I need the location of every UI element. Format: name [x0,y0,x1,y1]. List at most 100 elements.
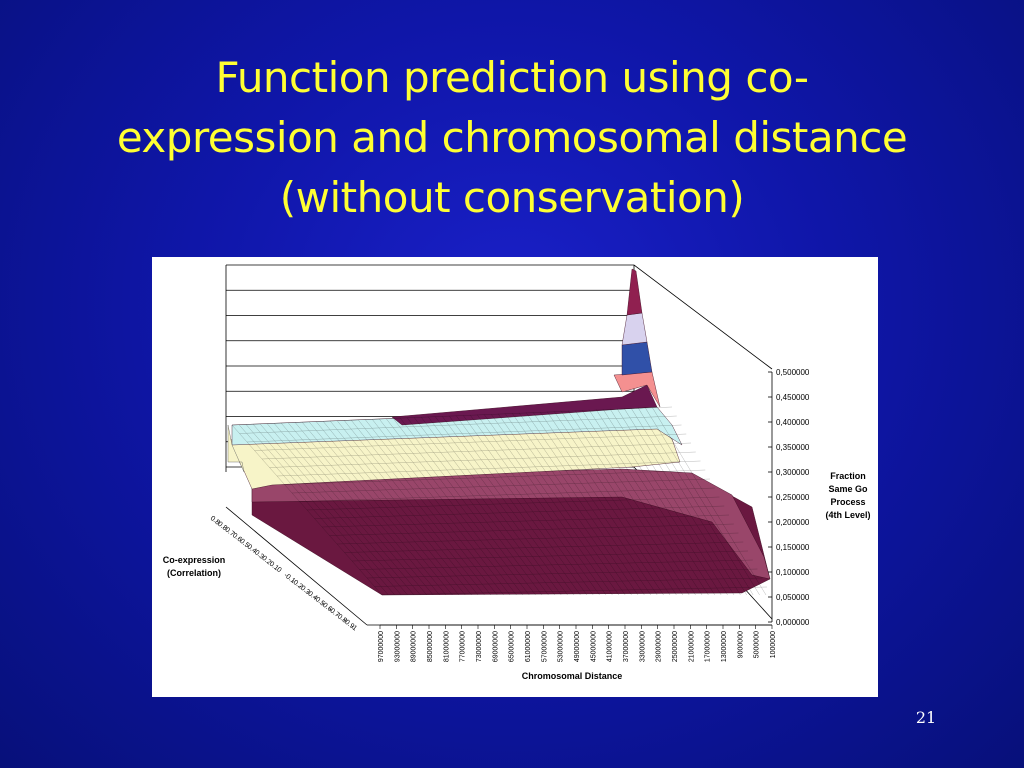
surface-mesh-line [546,411,671,596]
x-tick-label: 49000000 [574,631,581,662]
x-axis-title: Chromosomal Distance [522,671,623,681]
x-tick-label: 69000000 [492,631,499,662]
z-tick-label: 0,450000 [776,393,810,402]
surface-mesh-line [381,586,768,596]
x-tick-label: 65000000 [509,631,516,662]
surface-mesh-line [276,460,701,477]
x-tick-label: 85000000 [427,631,434,662]
surface-mesh-line [420,416,555,596]
z-tick-label: 0,250000 [776,493,810,502]
x-tick-label: 93000000 [394,631,401,662]
surface-mesh-line [427,416,562,596]
z-axis-title: (4th Level) [825,510,870,520]
surface-mesh-line [259,423,408,596]
z-tick-label: 0,000000 [776,618,810,627]
z-tick-label: 0,400000 [776,418,810,427]
surface-mesh-line [366,568,758,579]
surface-mesh-line [329,523,734,536]
y-tick-label: 0.3 [253,549,265,561]
surface-mesh-line [483,414,613,596]
y-tick-label: 0.8 [209,515,221,527]
x-tick-label: 81000000 [443,631,450,662]
y-axis-title: Co-expression [163,555,226,565]
x-tick-label: 1000000 [770,631,777,658]
surface-mesh-line [314,505,725,519]
surface-mesh-line [469,414,600,596]
y-tick-label: 0.2 [260,555,272,567]
surface-band [621,341,653,376]
y-tick-label: 0.7 [224,526,236,538]
surface-mesh-line [245,424,395,596]
surface-mesh-line [378,418,517,596]
surface-mesh-line [359,559,753,570]
surface-mesh-line [644,407,760,596]
surface-mesh-line [238,424,389,596]
surface-mesh-line [595,409,715,596]
z-tick-label: 0,200000 [776,518,810,527]
z-tick-label: 0,500000 [776,368,810,377]
surface-chart-svg: 0,000000 0,050000 0,100000 0,150000 0,200000… [163,264,871,681]
surface-mesh-line [413,417,549,596]
surface-mesh-line [574,410,696,596]
z-tick-label: 0,100000 [776,568,810,577]
x-tick-label: 37000000 [623,631,630,662]
surface-mesh-line [351,550,749,562]
surface-mesh-line [231,424,383,596]
surface-mesh-line [448,415,581,596]
surface-mesh-line [651,406,767,596]
surface-mesh-line [357,419,498,596]
x-tick-label: 21000000 [688,631,695,662]
surface-mesh-line [637,407,754,596]
x-tick-label: 5000000 [754,631,761,658]
surface-mesh-line [322,420,466,596]
surface-mesh-line [385,418,523,596]
surface-mesh-line [266,423,415,596]
y-axis-title: (Correlation) [167,568,221,578]
surface-mesh-line [321,514,730,528]
surface-mesh-line [269,451,696,468]
surface-mesh-line [344,541,744,553]
surface-mesh-line [518,412,645,596]
x-tick-label: 89000000 [411,631,418,662]
surface-mesh-line [567,410,690,596]
slide-number: 21 [915,708,937,727]
surface-mesh-line [511,412,639,596]
surface-mesh-line [284,469,706,485]
surface-band [391,384,658,426]
surface-mesh-line [490,413,619,596]
x-tick-label: 45000000 [590,631,597,662]
x-tick-label: 33000000 [639,631,646,662]
y-tick-label: -1 [349,623,358,632]
z-axis-title: Process [830,497,865,507]
surface-mesh-line [231,406,673,426]
slide-title: Function prediction using co-expression … [116,53,908,222]
x-tick-label: 17000000 [705,631,712,662]
x-tick-label: 73000000 [476,631,483,662]
surface-mesh-line [581,409,703,596]
surface-mesh-line [374,577,763,587]
z-axis-title: Same Go [828,484,868,494]
surface-mesh-line [497,413,626,596]
surface-mesh-line [504,413,632,596]
surface-mesh-line [287,422,434,596]
surface-mesh-line [602,408,722,596]
surface-mesh-line [476,414,607,596]
x-tick-label: 97000000 [378,631,385,662]
surface-mesh-line [291,478,711,494]
z-tick-label: 0,350000 [776,443,810,452]
x-tick-label: 25000000 [672,631,679,662]
surface-mesh-line [609,408,728,596]
y-tick-label: 0.6 [231,532,243,544]
x-tick-label: 77000000 [460,631,467,662]
surface-mesh-line [462,414,594,596]
surface-mesh-line [560,410,683,596]
surface-mesh-line [252,423,402,596]
surface-mesh-line [336,532,739,545]
surface-mesh-line [246,424,682,443]
surface-mesh-line [539,411,664,596]
z-tick-label: 0,150000 [776,543,810,552]
surface-mesh-line [441,415,575,596]
surface-mesh-line [273,423,421,596]
x-tick-label: 13000000 [721,631,728,662]
y-tick-label: 0.8 [216,521,228,533]
